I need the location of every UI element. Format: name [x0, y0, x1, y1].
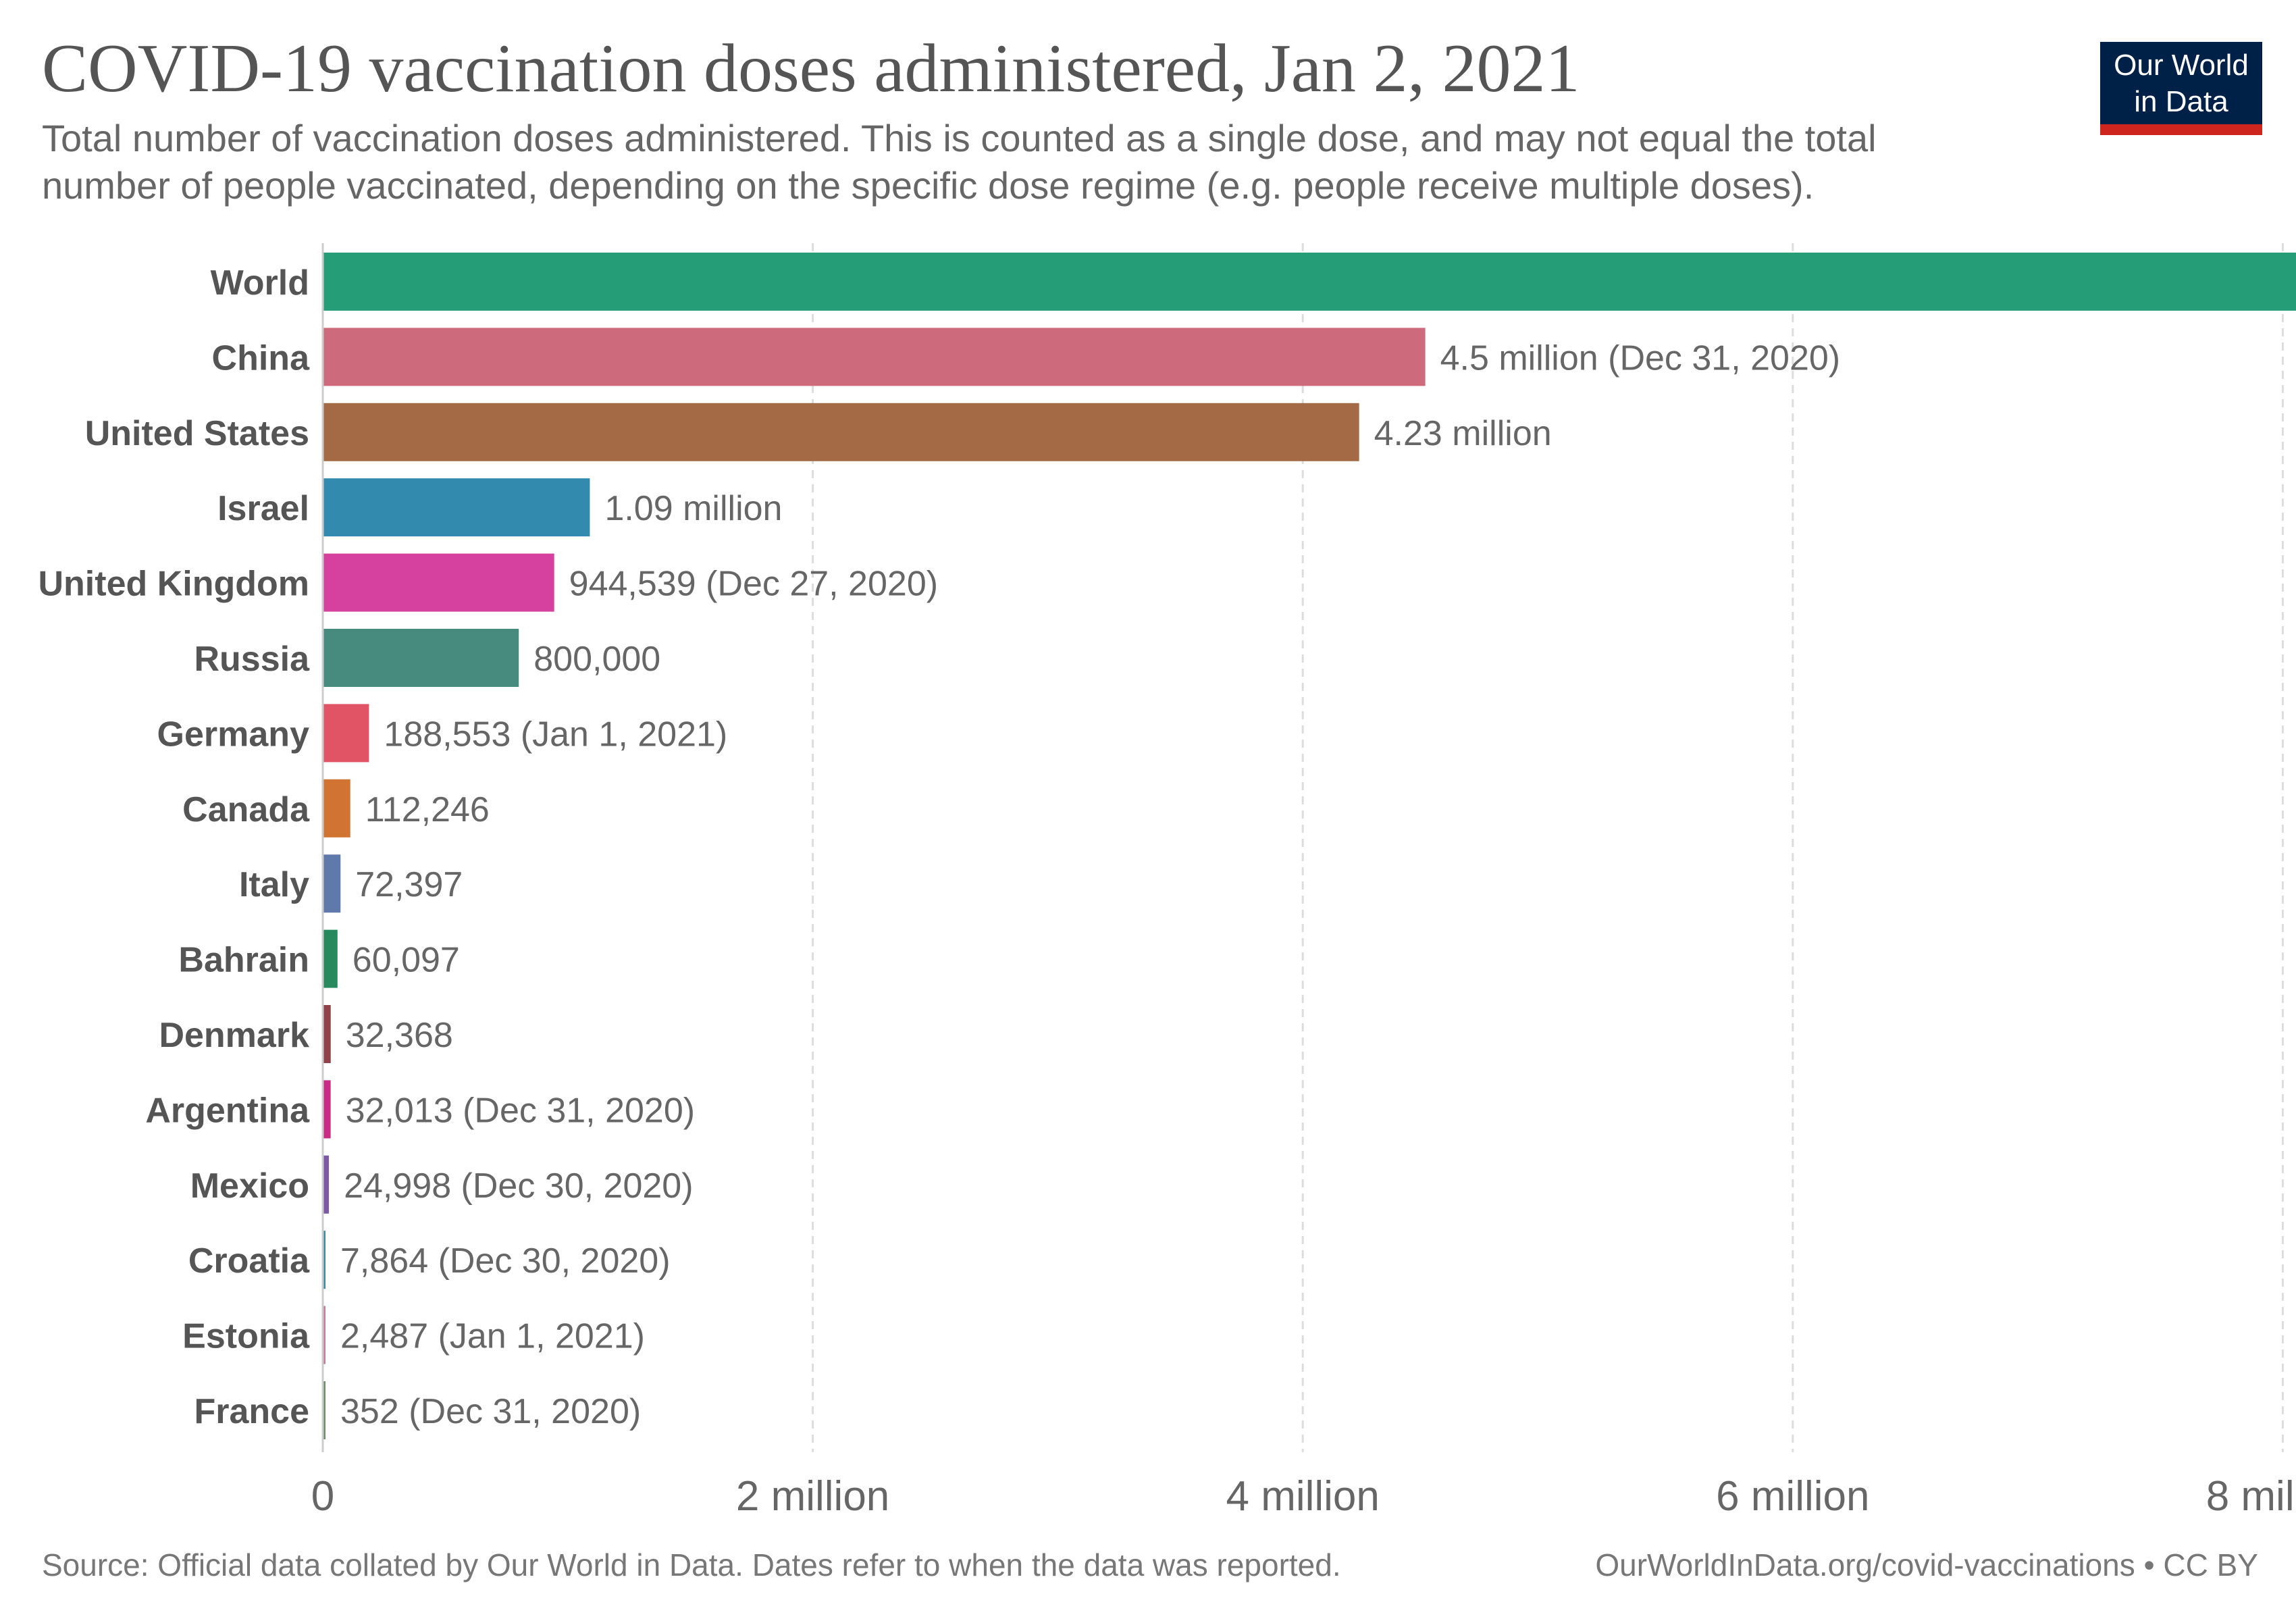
- bar-mexico[interactable]: [323, 1155, 330, 1214]
- bar-denmark[interactable]: [323, 1005, 331, 1063]
- x-tick-label: 6 million: [1716, 1473, 1869, 1520]
- value-label: 60,097: [353, 941, 460, 980]
- bar-france[interactable]: [323, 1381, 325, 1439]
- chart-subtitle: Total number of vaccination doses admini…: [42, 117, 1877, 207]
- bar-bahrain[interactable]: [323, 929, 338, 988]
- bar-china[interactable]: [323, 328, 1426, 386]
- value-label: 112,246: [365, 790, 490, 829]
- value-label: 188,553 (Jan 1, 2021): [384, 715, 727, 754]
- category-label: China: [212, 338, 311, 378]
- bar-estonia[interactable]: [323, 1306, 325, 1364]
- category-label: Russia: [194, 640, 310, 679]
- category-label: Mexico: [190, 1166, 309, 1206]
- x-tick-label: 0: [311, 1473, 334, 1520]
- owid-logo[interactable]: Our World in Data: [2100, 42, 2262, 135]
- category-label: Argentina: [145, 1091, 310, 1130]
- x-tick-label: 2 million: [736, 1473, 889, 1520]
- value-label: 1.09 million: [604, 489, 782, 528]
- logo-line-1: Our World: [2114, 49, 2249, 82]
- category-label: United States: [85, 414, 309, 453]
- footer-url-license[interactable]: OurWorldInData.org/covid-vaccinations • …: [1595, 1547, 2258, 1583]
- bar-israel[interactable]: [323, 478, 590, 537]
- value-label: 24,998 (Dec 30, 2020): [344, 1166, 693, 1206]
- bar-croatia[interactable]: [323, 1231, 325, 1289]
- category-labels: World China United States Israel United King…: [38, 263, 310, 1431]
- category-label: Italy: [239, 865, 309, 904]
- category-label: Canada: [182, 790, 310, 829]
- category-label: Estonia: [182, 1317, 310, 1356]
- footer-source: Source: Official data collated by Our Wo…: [42, 1547, 1341, 1583]
- category-label: Germany: [157, 715, 310, 754]
- category-label: Denmark: [159, 1016, 309, 1055]
- value-label: 72,397: [355, 865, 463, 904]
- value-label: 32,368: [346, 1016, 453, 1055]
- category-label: World: [211, 263, 309, 303]
- value-label: 7,864 (Dec 30, 2020): [340, 1241, 671, 1281]
- bar-united-kingdom[interactable]: [323, 553, 554, 612]
- value-label: 2,487 (Jan 1, 2021): [340, 1317, 645, 1356]
- bar-germany[interactable]: [323, 704, 369, 763]
- bar-world[interactable]: [323, 253, 2296, 311]
- bar-united-states[interactable]: [323, 403, 1359, 461]
- category-label: France: [194, 1392, 309, 1431]
- category-label: United Kingdom: [38, 565, 309, 604]
- value-label: 800,000: [533, 640, 660, 679]
- category-label: Bahrain: [178, 941, 309, 980]
- value-label: 4.23 million: [1374, 414, 1552, 453]
- value-label: 4.5 million (Dec 31, 2020): [1440, 338, 1841, 378]
- bar-russia[interactable]: [323, 629, 519, 687]
- bars: [323, 253, 2296, 1439]
- value-label: 32,013 (Dec 31, 2020): [346, 1091, 695, 1130]
- chart-title: COVID-19 vaccination doses administered,…: [42, 30, 1580, 107]
- value-label: 352 (Dec 31, 2020): [340, 1392, 641, 1431]
- bar-italy[interactable]: [323, 854, 341, 913]
- bar-canada[interactable]: [323, 779, 350, 838]
- logo-line-2: in Data: [2134, 85, 2228, 118]
- category-label: Croatia: [188, 1241, 310, 1281]
- bar-argentina[interactable]: [323, 1080, 331, 1139]
- category-label: Israel: [217, 489, 309, 528]
- x-tick-label: 8 million: [2206, 1473, 2296, 1520]
- x-tick-label: 4 million: [1226, 1473, 1379, 1520]
- value-label: 944,539 (Dec 27, 2020): [569, 565, 938, 604]
